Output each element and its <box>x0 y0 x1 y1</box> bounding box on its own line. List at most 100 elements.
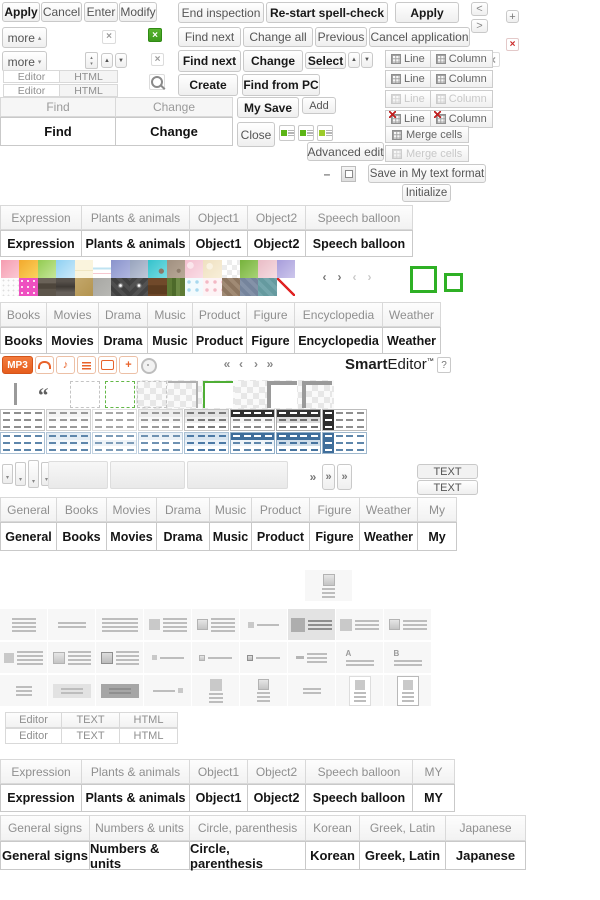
table-style-thumb[interactable] <box>0 432 45 454</box>
pattern-swatch[interactable] <box>148 260 167 278</box>
tab-category[interactable]: Movies <box>47 327 99 354</box>
tab-general[interactable]: My <box>418 497 457 522</box>
pattern-swatch[interactable] <box>258 278 277 296</box>
tab-category[interactable]: Product <box>193 327 247 354</box>
pattern-swatch[interactable] <box>240 260 259 278</box>
tab-general[interactable]: Figure <box>310 522 360 551</box>
tab-editor-html[interactable]: Editor <box>3 84 60 97</box>
pattern-swatch[interactable] <box>1 260 20 278</box>
mp3-badge[interactable]: MP3 <box>2 356 33 374</box>
green-frame-small-icon[interactable] <box>444 273 463 292</box>
layout-template-thumb[interactable] <box>336 609 383 640</box>
line-button[interactable]: Line <box>385 50 431 68</box>
table-style-thumb[interactable] <box>0 409 45 431</box>
tab-expression-my[interactable]: Plants & animals <box>82 759 190 784</box>
find-from-pc-button[interactable]: Find from PC <box>242 74 320 96</box>
table-style-thumb[interactable] <box>276 432 321 454</box>
pattern-swatch[interactable] <box>276 260 296 278</box>
pattern-swatch[interactable] <box>221 278 241 296</box>
more-chevrons-icon[interactable]: » <box>309 470 317 484</box>
tab-expression-set[interactable]: Object2 <box>248 205 306 230</box>
tv-icon[interactable] <box>98 356 117 374</box>
tab-expression-set[interactable]: Speech balloon <box>306 205 413 230</box>
pattern-swatch[interactable] <box>74 260 93 278</box>
tab-expression-my[interactable]: MY <box>413 784 455 812</box>
border-thick-corner-icon[interactable] <box>267 381 297 408</box>
collapse-left-button[interactable]: < <box>471 2 488 16</box>
pattern-swatch[interactable] <box>184 278 204 296</box>
select-button[interactable]: Select <box>305 52 346 69</box>
layout-template-thumb[interactable] <box>144 609 191 640</box>
pattern-swatch[interactable] <box>19 260 38 278</box>
table-style-thumb[interactable] <box>184 432 229 454</box>
layout-template-thumb[interactable] <box>192 675 239 706</box>
tab-expression-my[interactable]: Speech balloon <box>306 784 413 812</box>
pattern-swatch[interactable] <box>129 260 149 278</box>
tab-general[interactable]: Drama <box>157 497 210 522</box>
help-button[interactable]: ? <box>437 357 451 373</box>
tab-general[interactable]: Drama <box>157 522 210 551</box>
border-corner-gray-icon[interactable] <box>168 381 198 408</box>
tab-category[interactable]: Drama <box>99 327 148 354</box>
tab-signs[interactable]: Circle, parenthesis <box>190 815 306 841</box>
prev-icon[interactable]: ‹ <box>239 357 243 371</box>
pattern-swatch[interactable] <box>92 260 112 278</box>
create-button[interactable]: Create <box>178 74 238 96</box>
enter-button[interactable]: Enter <box>84 2 118 22</box>
tab-expression-my[interactable]: Plants & animals <box>82 784 190 812</box>
prev-page-icon[interactable]: ‹ <box>322 270 327 284</box>
border-thick-corner-transparent-icon[interactable] <box>302 381 332 408</box>
change-all-button[interactable]: Change all <box>243 27 313 47</box>
change-button-bold[interactable]: Change <box>243 50 303 72</box>
table-style-thumb[interactable] <box>138 432 183 454</box>
collapse-minus-icon[interactable]: – <box>323 167 331 181</box>
first-page-icon[interactable]: « <box>223 357 231 371</box>
tab-expression-my[interactable]: Expression <box>0 784 82 812</box>
tab-signs[interactable]: Korean <box>306 841 360 870</box>
layout-template-thumb[interactable] <box>240 675 287 706</box>
pattern-swatch[interactable] <box>111 278 130 296</box>
expand-panel-button[interactable]: » <box>322 464 335 490</box>
pattern-swatch[interactable] <box>74 278 93 296</box>
pattern-swatch[interactable] <box>111 260 130 278</box>
tab-editor-mode[interactable]: HTML <box>120 728 178 744</box>
tab-expression-my[interactable]: Speech balloon <box>306 759 413 784</box>
pattern-swatch[interactable] <box>37 278 57 296</box>
tab-expression-set[interactable]: Object1 <box>190 205 248 230</box>
layout-template-thumb[interactable] <box>192 642 239 673</box>
tab-category[interactable]: Weather <box>383 327 441 354</box>
add-button[interactable]: Add <box>302 97 336 114</box>
tab-general[interactable]: Product <box>252 497 310 522</box>
layout-template-thumb[interactable] <box>240 609 287 640</box>
pattern-swatch[interactable] <box>19 278 38 296</box>
tab-signs[interactable]: Circle, parenthesis <box>190 841 306 871</box>
tab-category[interactable]: Weather <box>383 302 441 327</box>
table-style-thumb[interactable] <box>322 432 367 454</box>
tab-category[interactable]: Books <box>0 302 47 327</box>
pattern-swatch[interactable] <box>92 278 112 296</box>
merge-cells-button[interactable]: Merge cells <box>385 126 470 143</box>
layout-template-thumb[interactable]: B <box>384 642 431 673</box>
tab-expression-my[interactable]: Expression <box>0 759 82 784</box>
tab-general[interactable]: My <box>418 522 457 551</box>
tab-expression-my[interactable]: Object1 <box>190 784 248 812</box>
previous-button[interactable]: Previous <box>315 27 367 47</box>
tab-signs[interactable]: Japanese <box>446 815 526 841</box>
spin-up-button[interactable]: ▲ <box>101 53 113 68</box>
tab-category[interactable]: Drama <box>99 302 148 327</box>
tab-general[interactable]: Product <box>252 522 310 551</box>
tab-general[interactable]: Music <box>210 497 252 522</box>
tab-signs[interactable]: Greek, Latin <box>360 815 446 841</box>
modify-button[interactable]: Modify <box>119 2 157 22</box>
pattern-swatch[interactable] <box>276 278 296 296</box>
tab-general[interactable]: Books <box>57 497 107 522</box>
tab-category[interactable]: Product <box>193 302 247 327</box>
expand-panel-button[interactable]: » <box>337 464 352 490</box>
text-mode-button[interactable]: TEXT <box>417 480 478 495</box>
close-icon[interactable]: × <box>102 30 116 44</box>
tab-general[interactable]: Figure <box>310 497 360 522</box>
pattern-swatch[interactable] <box>258 260 277 278</box>
apply-button-2[interactable]: Apply <box>395 2 459 23</box>
pattern-swatch[interactable] <box>148 278 167 296</box>
tab-signs[interactable]: General signs <box>0 841 90 870</box>
